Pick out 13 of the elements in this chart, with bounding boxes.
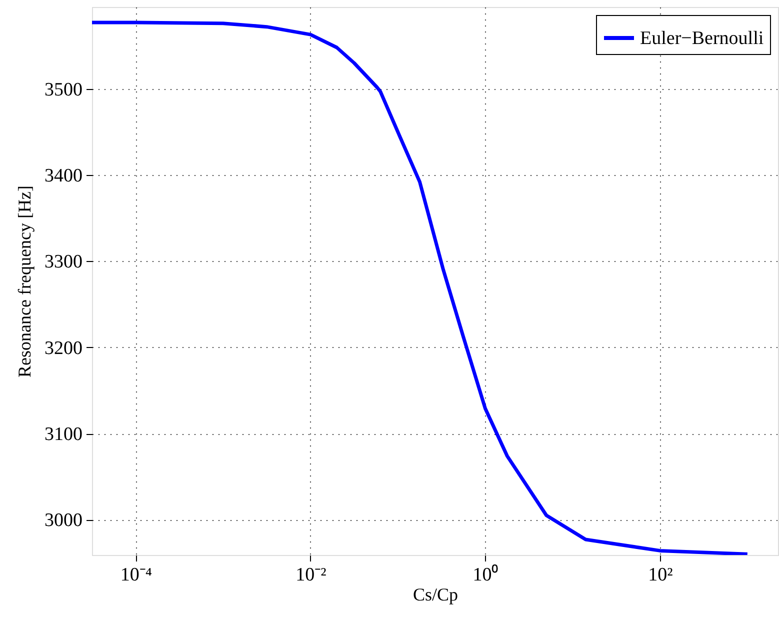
x-tick-label: 10⁻⁴ xyxy=(120,564,152,586)
y-axis-title: Resonance frequency [Hz] xyxy=(14,186,34,378)
legend-label: Euler−Bernoulli xyxy=(640,28,764,49)
x-tick-label: 10² xyxy=(648,564,674,586)
y-tick-label: 3200 xyxy=(44,338,82,359)
y-tick-label: 3100 xyxy=(44,424,82,446)
y-tick-label: 3000 xyxy=(44,510,82,532)
y-tick-label: 3500 xyxy=(44,79,82,100)
y-tick-label: 3400 xyxy=(44,166,82,187)
x-tick-label: 10⁻² xyxy=(296,564,327,586)
y-tick-label: 3300 xyxy=(44,252,82,273)
x-axis-title: Cs/Cp xyxy=(412,584,458,604)
x-tick-label: 10⁰ xyxy=(472,564,499,586)
